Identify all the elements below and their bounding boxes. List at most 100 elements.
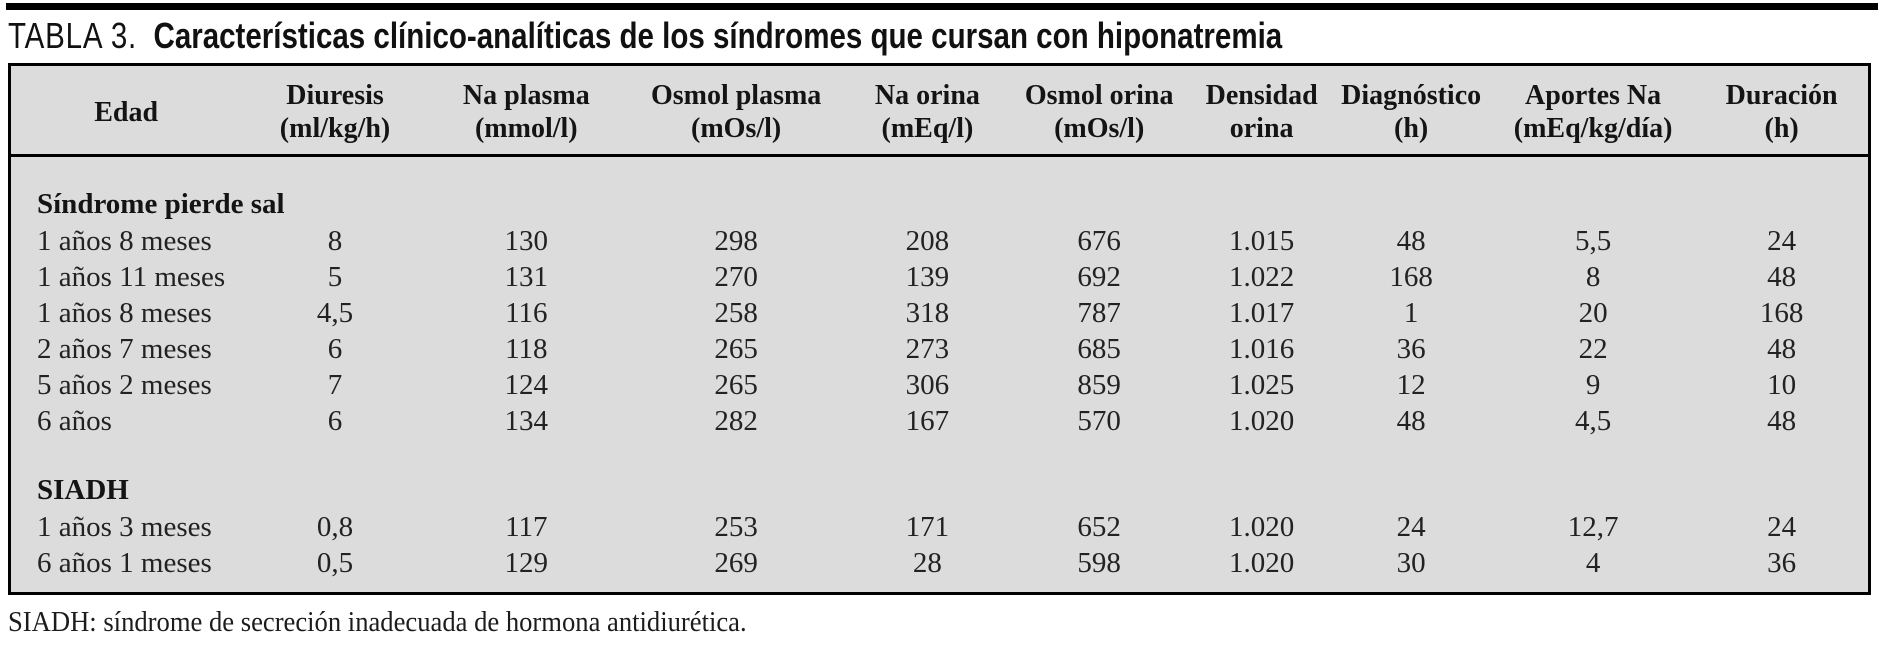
column-header-line2: (mEq/kg/día)	[1513, 113, 1673, 144]
column-header-diuresis: Diuresis (ml/kg/h)	[241, 66, 429, 157]
cell-na-plasma: 129	[504, 547, 549, 579]
column-header-edad: Edad	[11, 66, 242, 157]
cell-edad: 2 años 7 meses	[37, 333, 212, 365]
cell-na-orina: 139	[905, 261, 950, 293]
cell-edad: 5 años 2 meses	[37, 369, 212, 401]
table-row: 6 años 6 134 282 167 570 1.020 48 4,5 48	[11, 403, 1868, 439]
cell-diagnostico: 30	[1396, 547, 1426, 579]
spacer-cell	[11, 439, 1868, 473]
group-header-label: Síndrome pierde sal	[37, 188, 285, 220]
cell-osmol-plasma: 298	[714, 225, 758, 257]
column-header-line1: Duración	[1725, 80, 1838, 111]
table-footnote: SIADH: síndrome de secreción inadecuada …	[8, 607, 747, 638]
spacer-row	[11, 439, 1868, 473]
cell-densidad-orina: 1.022	[1229, 261, 1295, 293]
column-header-line1: Aportes Na	[1525, 80, 1662, 111]
cell-duracion: 24	[1767, 511, 1797, 543]
cell-aportes-na: 20	[1578, 297, 1608, 329]
cell-na-orina: 171	[905, 511, 950, 543]
column-header-line2: (mOs/l)	[1054, 113, 1145, 144]
cell-densidad-orina: 1.015	[1229, 225, 1295, 257]
cell-aportes-na: 4	[1585, 547, 1601, 579]
table-row: 6 años 1 meses 0,5 129 269 28 598 1.020 30 4 36	[11, 545, 1868, 581]
column-header-line2: orina	[1229, 113, 1294, 144]
cell-diuresis: 0,5	[316, 547, 354, 579]
data-table: Edad Diuresis (ml/kg/h) Na plasma (mmol/l) Os…	[11, 66, 1868, 581]
cell-osmol-plasma: 265	[714, 333, 758, 365]
cell-aportes-na: 9	[1585, 369, 1601, 401]
table-header: Edad Diuresis (ml/kg/h) Na plasma (mmol/l) Os…	[11, 66, 1868, 157]
cell-na-plasma: 130	[504, 225, 549, 257]
cell-na-orina: 208	[905, 225, 950, 257]
column-header-line2: (h)	[1764, 113, 1799, 144]
column-header-line1: Na orina	[874, 80, 980, 111]
column-header-osmol-plasma: Osmol plasma (mOs/l)	[623, 66, 849, 157]
column-header-duracion: Duración (h)	[1695, 66, 1868, 157]
cell-duracion: 48	[1767, 261, 1797, 293]
cell-diagnostico: 12	[1396, 369, 1426, 401]
cell-duracion: 24	[1767, 225, 1797, 257]
column-header-line2: (mmol/l)	[474, 113, 578, 144]
cell-na-orina: 273	[905, 333, 950, 365]
table-title-text: Características clínico-analíticas de lo…	[153, 15, 1283, 56]
cell-osmol-orina: 692	[1077, 261, 1121, 293]
cell-diuresis: 8	[327, 225, 343, 257]
cell-osmol-plasma: 258	[714, 297, 758, 329]
table-row: 1 años 8 meses 8 130 298 208 676 1.015 48 5,5 24	[11, 223, 1868, 259]
cell-osmol-plasma: 270	[714, 261, 758, 293]
cell-densidad-orina: 1.025	[1229, 369, 1295, 401]
cell-osmol-orina: 787	[1077, 297, 1121, 329]
cell-duracion: 10	[1767, 369, 1797, 401]
table-body: Síndrome pierde sal 1 años 8 meses 8 130 298…	[11, 156, 1868, 582]
cell-duracion: 48	[1767, 333, 1797, 365]
column-header-line1: Diuresis	[286, 80, 384, 111]
cell-densidad-orina: 1.017	[1229, 297, 1295, 329]
column-header-aportes-na: Aportes Na (mEq/kg/día)	[1490, 66, 1696, 157]
cell-duracion: 36	[1767, 547, 1797, 579]
cell-osmol-plasma: 282	[714, 405, 758, 437]
column-header-line1: Densidad	[1205, 80, 1318, 111]
cell-na-plasma: 134	[504, 405, 549, 437]
cell-aportes-na: 12,7	[1567, 511, 1619, 543]
cell-edad: 1 años 8 meses	[37, 225, 212, 257]
cell-osmol-orina: 570	[1077, 405, 1121, 437]
cell-osmol-plasma: 253	[714, 511, 758, 543]
cell-densidad-orina: 1.020	[1229, 547, 1295, 579]
cell-diuresis: 6	[327, 333, 343, 365]
cell-na-plasma: 117	[505, 511, 548, 543]
column-header-densidad-orina: Densidad orina	[1192, 66, 1332, 157]
cell-diagnostico: 48	[1396, 225, 1426, 257]
cell-diuresis: 7	[327, 369, 343, 401]
cell-osmol-orina: 598	[1077, 547, 1121, 579]
column-header-line1: Edad	[94, 96, 159, 128]
table-title: TABLA 3. Características clínico-analíti…	[8, 16, 1282, 56]
table-row: 1 años 11 meses 5 131 270 139 692 1.022 168 8 48	[11, 259, 1868, 295]
cell-densidad-orina: 1.020	[1229, 405, 1295, 437]
group-header-row: SIADH	[11, 473, 1868, 509]
cell-na-plasma: 124	[504, 369, 549, 401]
table-number-label: TABLA 3.	[8, 15, 138, 56]
cell-na-orina: 28	[912, 547, 942, 579]
cell-aportes-na: 4,5	[1574, 405, 1612, 437]
column-header-line1: Osmol plasma	[650, 80, 822, 111]
cell-diagnostico: 24	[1396, 511, 1426, 543]
table-header-row: Edad Diuresis (ml/kg/h) Na plasma (mmol/l) Os…	[11, 66, 1868, 157]
cell-osmol-orina: 652	[1077, 511, 1121, 543]
column-header-osmol-orina: Osmol orina (mOs/l)	[1006, 66, 1193, 157]
column-header-na-orina: Na orina (mEq/l)	[848, 66, 1007, 157]
column-header-line2: (mOs/l)	[691, 113, 782, 144]
cell-diagnostico: 48	[1396, 405, 1426, 437]
cell-osmol-plasma: 269	[714, 547, 758, 579]
cell-diagnostico: 168	[1389, 261, 1433, 293]
cell-aportes-na: 5,5	[1574, 225, 1612, 257]
cell-densidad-orina: 1.016	[1229, 333, 1295, 365]
group-header-row: Síndrome pierde sal	[11, 156, 1868, 224]
cell-edad: 1 años 3 meses	[37, 511, 212, 543]
cell-diuresis: 5	[327, 261, 343, 293]
cell-edad: 1 años 11 meses	[37, 261, 226, 293]
cell-diagnostico: 1	[1403, 297, 1419, 329]
column-header-line2: (ml/kg/h)	[279, 113, 391, 144]
cell-diagnostico: 36	[1396, 333, 1426, 365]
column-header-diagnostico: Diagnóstico (h)	[1331, 66, 1491, 157]
cell-osmol-plasma: 265	[714, 369, 758, 401]
